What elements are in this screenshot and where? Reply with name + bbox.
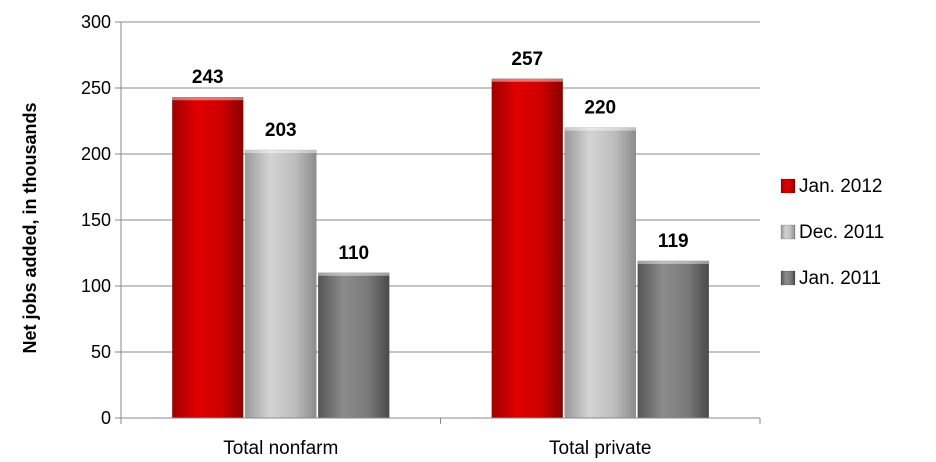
- y-tick-label: 200: [81, 144, 111, 164]
- y-tick-label: 250: [81, 78, 111, 98]
- legend-swatch: [780, 224, 796, 240]
- y-tick-label: 300: [81, 12, 111, 32]
- bar-0-0: [172, 96, 244, 419]
- y-axis-ticks: 0 50 100 150 200 250 300: [81, 12, 121, 428]
- data-label-0-1: 257: [511, 49, 543, 70]
- y-tick-label: 100: [81, 276, 111, 296]
- bar-1-1: [564, 127, 636, 419]
- legend-swatch: [780, 270, 796, 286]
- y-axis-title: Net jobs added, in thousands: [20, 102, 40, 353]
- legend-entry: Dec. 2011: [799, 222, 884, 243]
- legend-entry: Jan. 2012: [799, 176, 882, 197]
- bar-top-highlight: [318, 272, 390, 276]
- bar-top-highlight: [491, 78, 563, 82]
- category-label: Total nonfarm: [223, 438, 338, 459]
- data-label-1-1: 220: [584, 98, 616, 119]
- bar-0-1: [491, 78, 563, 419]
- bar-2-0: [318, 272, 390, 419]
- category-labels: Total nonfarm Total private: [223, 418, 761, 459]
- legend-entry: Jan. 2011: [799, 268, 881, 289]
- bar-top-highlight: [245, 150, 317, 154]
- legend-swatch: [780, 178, 796, 194]
- legend: Jan. 2012 Dec. 2011 Jan. 2011: [780, 176, 884, 289]
- y-tick-label: 50: [91, 342, 111, 362]
- y-tick-label: 0: [101, 408, 111, 428]
- bar-top-highlight: [564, 127, 636, 131]
- data-labels: 243 203 110 257 220 119: [192, 49, 689, 264]
- category-label: Total private: [549, 438, 651, 459]
- bar-2-1: [637, 260, 709, 419]
- bars: [172, 78, 709, 419]
- data-label-2-1: 119: [658, 231, 689, 252]
- bar-top-highlight: [172, 97, 244, 101]
- bar-1-0: [245, 149, 317, 419]
- data-label-0-0: 243: [192, 67, 224, 88]
- data-label-1-0: 203: [265, 120, 297, 141]
- y-tick-label: 150: [81, 210, 111, 230]
- bar-top-highlight: [637, 260, 709, 264]
- data-label-2-0: 110: [338, 243, 369, 264]
